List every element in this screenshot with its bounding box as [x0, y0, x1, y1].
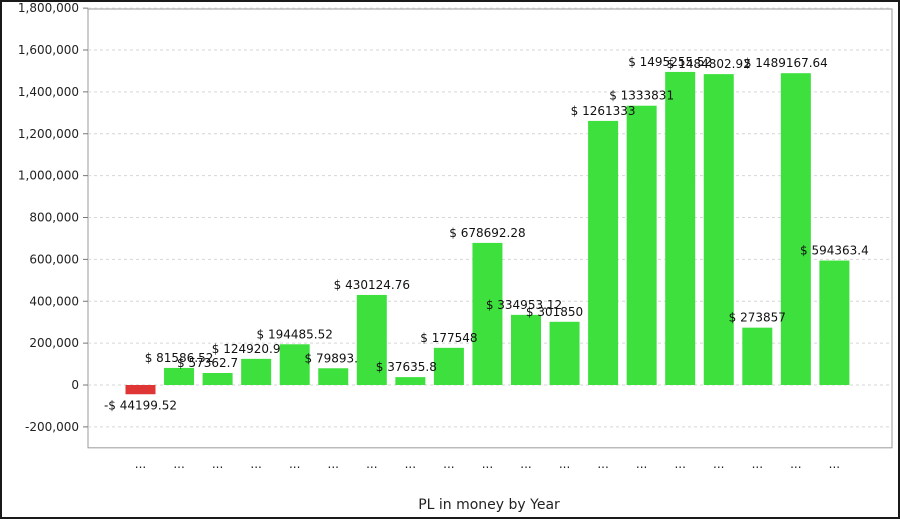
bar [164, 367, 195, 385]
bar [588, 120, 619, 386]
data-label: $ 1261333 [571, 104, 636, 118]
x-tick-label: ... [212, 457, 223, 471]
bar [819, 260, 850, 385]
data-label: $ 273857 [729, 311, 786, 325]
bar [241, 358, 272, 385]
x-tick-label: ... [636, 457, 647, 471]
data-label: $ 37635.8 [376, 360, 437, 374]
x-tick-label: ... [366, 457, 377, 471]
bar [279, 344, 310, 385]
plot-area-border [87, 8, 893, 449]
y-tick-label: 0 [71, 378, 79, 392]
y-tick-label: 1,400,000 [18, 85, 79, 99]
y-axis: -200,000 0 200,000 400,000 600,000 800,000 1,0… [18, 2, 88, 434]
bar [433, 347, 464, 385]
bar [202, 372, 233, 385]
data-label: -$ 44199.52 [104, 398, 177, 412]
bar [472, 242, 503, 385]
x-tick-label: ... [752, 457, 763, 471]
data-labels: -$ 44199.52 $ 81586.52$ 57362.7$ 124920.9… [104, 55, 869, 412]
x-tick-label: ... [250, 457, 261, 471]
y-tick-label: 1,800,000 [18, 2, 79, 15]
x-tick-label: ... [713, 457, 724, 471]
x-tick-label: ... [520, 457, 531, 471]
bars [125, 71, 850, 395]
x-tick-label: ... [173, 457, 184, 471]
data-label: $ 124920.9 [212, 342, 281, 356]
x-tick-label: ... [559, 457, 570, 471]
bar [511, 314, 541, 385]
x-tick-label: ... [829, 457, 840, 471]
data-label: $ 301850 [526, 305, 583, 319]
x-tick-label: ... [328, 457, 339, 471]
x-tick-label: ... [597, 457, 608, 471]
x-axis: ........................................… [135, 457, 840, 471]
data-label: $ 1489167.64 [744, 56, 828, 70]
x-tick-label: ... [405, 457, 416, 471]
data-label: $ 57362.7 [177, 356, 238, 370]
data-label: $ 177548 [420, 331, 477, 345]
bar [125, 385, 156, 395]
data-label: $ 81586.52 [145, 351, 214, 365]
bar [549, 321, 580, 385]
bar [626, 105, 657, 386]
bar [742, 327, 773, 385]
bar [780, 73, 811, 385]
x-axis-title: PL in money by Year [418, 497, 560, 513]
y-tick-label: 400,000 [29, 294, 79, 308]
x-tick-label: ... [135, 457, 146, 471]
x-tick-label: ... [443, 457, 454, 471]
x-tick-label: ... [790, 457, 801, 471]
data-label: $ 594363.4 [800, 244, 869, 258]
data-label: $ 334953.12 [486, 298, 562, 312]
bar [395, 377, 426, 385]
bar [703, 74, 734, 386]
y-tick-label: 1,000,000 [18, 169, 79, 183]
bar [318, 368, 349, 385]
data-label: $ 430124.76 [334, 278, 410, 292]
data-label: $ 1495255.52 [628, 55, 712, 69]
data-label: $ 1484802.92 [667, 57, 751, 71]
y-tick-label: -200,000 [25, 420, 79, 434]
bar [665, 71, 696, 385]
x-tick-label: ... [674, 457, 685, 471]
y-tick-label: 200,000 [29, 336, 79, 350]
y-tick-label: 1,600,000 [18, 43, 79, 57]
data-label: $ 1333831 [609, 89, 674, 103]
data-label: $ 678692.28 [449, 226, 525, 240]
y-tick-label: 1,200,000 [18, 127, 79, 141]
y-tick-label: 800,000 [29, 211, 79, 225]
y-tick-label: 600,000 [29, 252, 79, 266]
x-tick-label: ... [482, 457, 493, 471]
bar [356, 294, 387, 385]
data-label: $ 79893. [305, 351, 358, 365]
data-label: $ 194485.52 [257, 327, 333, 341]
x-tick-label: ... [289, 457, 300, 471]
